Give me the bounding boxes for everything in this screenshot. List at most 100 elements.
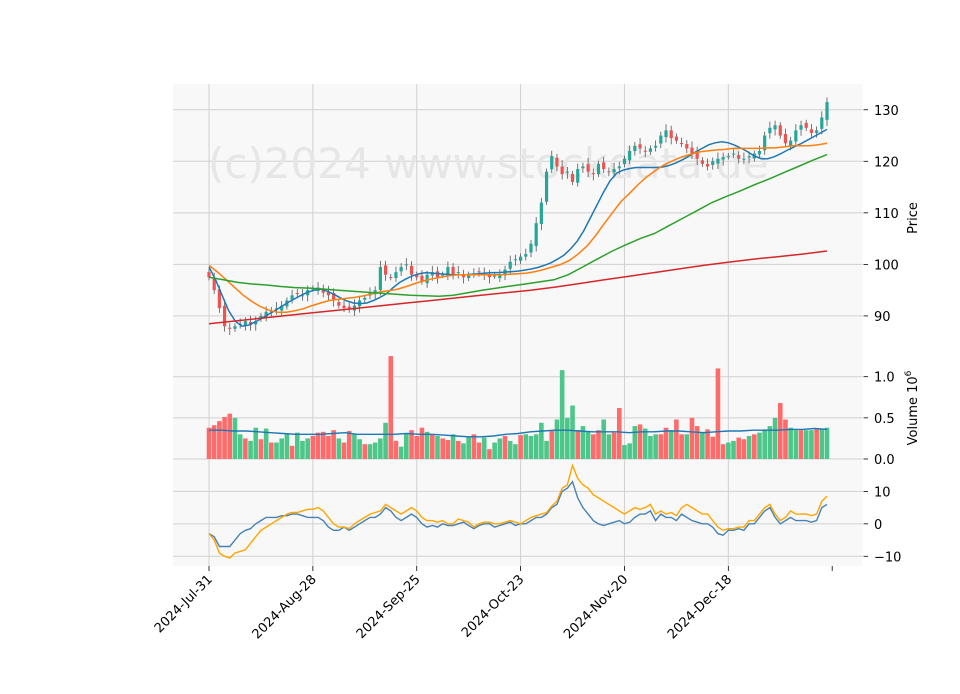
volume-bar bbox=[326, 435, 331, 459]
candle-body bbox=[747, 156, 751, 158]
volume-bar bbox=[798, 430, 804, 459]
price-axis-label: Price bbox=[906, 202, 921, 234]
candle-body bbox=[778, 125, 782, 136]
volume-bar bbox=[715, 368, 721, 459]
volume-bar bbox=[263, 428, 269, 459]
volume-bar bbox=[279, 438, 285, 459]
candle-body bbox=[487, 274, 492, 278]
candle-body bbox=[768, 127, 772, 134]
volume-bar bbox=[305, 438, 310, 459]
candle-body bbox=[695, 151, 699, 159]
volume-bar bbox=[237, 434, 243, 459]
candle-body bbox=[274, 308, 279, 310]
volume-bar bbox=[487, 449, 492, 459]
candle-body bbox=[337, 302, 341, 306]
volume-bar bbox=[461, 443, 466, 459]
candle-body bbox=[586, 164, 590, 172]
volume-bar bbox=[788, 427, 793, 459]
volume-bar bbox=[565, 417, 570, 459]
volume-bar bbox=[243, 438, 248, 459]
candle-body bbox=[326, 291, 331, 296]
candle-body bbox=[363, 297, 367, 300]
volume-bar bbox=[502, 435, 508, 459]
volume-bar bbox=[445, 440, 451, 459]
candle-body bbox=[383, 265, 388, 275]
volume-bar bbox=[450, 434, 456, 459]
candle-body bbox=[347, 306, 351, 309]
candle-body bbox=[674, 136, 678, 141]
price-tick-label: 100 bbox=[874, 258, 899, 273]
volume-bar bbox=[507, 440, 513, 459]
candle-body bbox=[721, 157, 725, 160]
volume-bar bbox=[559, 370, 565, 459]
volume-bar bbox=[492, 442, 497, 459]
volume-bar bbox=[466, 436, 471, 459]
candle-body bbox=[222, 305, 227, 327]
candle-body bbox=[420, 275, 424, 281]
candle-body bbox=[217, 289, 221, 309]
volume-bar bbox=[663, 427, 669, 459]
volume-bar bbox=[320, 431, 326, 459]
volume-bar bbox=[217, 421, 222, 459]
price-ma-line bbox=[208, 128, 828, 327]
volume-bar bbox=[809, 430, 814, 459]
volume-bar bbox=[616, 407, 622, 459]
candle-body bbox=[555, 157, 559, 167]
volume-bar bbox=[539, 422, 544, 459]
candle-body bbox=[602, 162, 606, 170]
price-tick-label: 110 bbox=[874, 207, 899, 222]
candle-body bbox=[446, 266, 450, 277]
x-tick-label: 2024-Dec-18 bbox=[665, 572, 735, 642]
oscillator-tick-label: −10 bbox=[874, 550, 901, 565]
candle-body bbox=[560, 166, 564, 175]
volume-bar bbox=[435, 435, 440, 459]
candle-body bbox=[628, 151, 632, 161]
volume-bar bbox=[388, 356, 394, 459]
x-tick-label: 2024-Nov-20 bbox=[561, 572, 631, 642]
candle-body bbox=[825, 102, 829, 120]
volume-bar bbox=[409, 430, 414, 459]
volume-bar bbox=[726, 442, 731, 459]
volume-bar bbox=[419, 427, 425, 459]
candle-body bbox=[311, 288, 315, 290]
volume-bar bbox=[674, 419, 679, 459]
candle-body bbox=[654, 145, 658, 148]
volume-bar bbox=[549, 431, 555, 459]
price-tick-label: 120 bbox=[874, 155, 899, 170]
candle-body bbox=[529, 243, 533, 253]
volume-bar bbox=[710, 436, 716, 459]
volume-bar bbox=[575, 430, 581, 459]
volume-bar bbox=[772, 417, 778, 459]
candle-body bbox=[332, 292, 336, 301]
volume-bar bbox=[430, 434, 435, 459]
volume-bar bbox=[513, 444, 518, 459]
volume-tick-label: 1.0 bbox=[874, 371, 895, 386]
volume-ma-line bbox=[209, 427, 828, 438]
candle-body bbox=[731, 153, 736, 155]
candle-body bbox=[518, 256, 523, 261]
volume-bar bbox=[751, 434, 757, 459]
volume-bar bbox=[606, 434, 612, 459]
candle-body bbox=[290, 295, 294, 300]
candle-body bbox=[477, 271, 481, 273]
volume-bar bbox=[232, 417, 238, 459]
volume-bar bbox=[481, 437, 487, 459]
candle-body bbox=[742, 158, 746, 160]
volume-bar bbox=[289, 445, 295, 459]
volume-bar bbox=[679, 434, 684, 459]
volume-bar bbox=[248, 440, 253, 459]
volume-bar bbox=[346, 431, 352, 459]
volume-bar bbox=[352, 434, 357, 459]
candle-body bbox=[789, 140, 793, 146]
volume-bar bbox=[315, 432, 321, 459]
candle-body bbox=[233, 326, 237, 329]
volume-bar bbox=[653, 434, 658, 459]
candle-body bbox=[342, 305, 346, 309]
candle-body bbox=[757, 151, 762, 155]
volume-bar bbox=[253, 427, 259, 459]
volume-bar bbox=[528, 435, 534, 459]
candle-body bbox=[534, 223, 538, 247]
volume-bar bbox=[585, 431, 591, 459]
candle-body bbox=[524, 254, 528, 257]
